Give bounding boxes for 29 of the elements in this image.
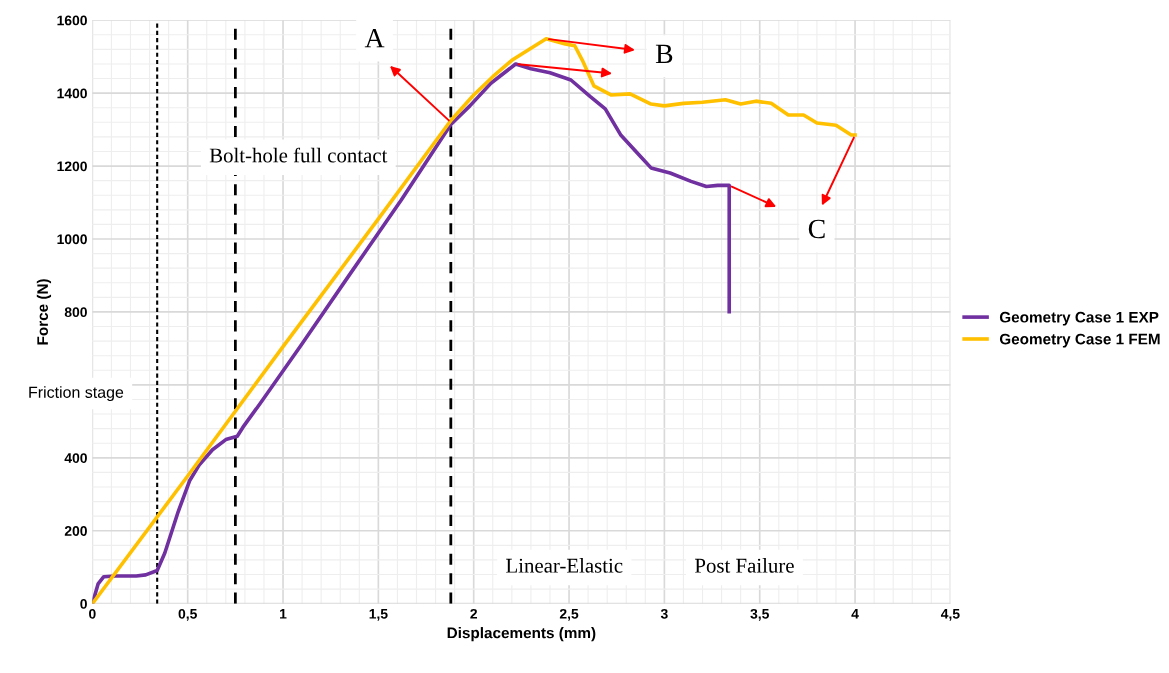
annotation: C [808, 219, 825, 239]
x-tick-label: 1 [280, 609, 287, 619]
x-tick-label: 3,5 [750, 608, 769, 621]
annotation: Friction stage [29, 386, 124, 402]
y-axis-title: Force (N) [36, 279, 52, 345]
x-tick-label: 1,5 [369, 609, 388, 621]
y-tick-label: 800 [64, 307, 87, 318]
x-tick-label: 0 [89, 608, 96, 619]
x-tick-label: 3 [660, 608, 668, 619]
y-tick-label: 200 [64, 526, 87, 536]
x-tick-label: 2,5 [559, 608, 579, 621]
annotation: Bolt-hole full contact [209, 147, 388, 163]
annotation: A [364, 28, 385, 48]
y-tick-label: 1200 [57, 161, 87, 172]
annotation: Linear-Elastic [506, 558, 623, 573]
x-tick-label: 4 [851, 609, 859, 619]
y-tick-label: 0 [80, 599, 87, 609]
x-tick-label: 0,5 [178, 608, 197, 621]
x-tick-label: 2 [470, 608, 478, 619]
x-tick-label: 4,5 [940, 609, 960, 621]
legend-label: Geometry Case 1 EXP [999, 311, 1159, 326]
y-tick-label: 400 [64, 453, 87, 463]
legend-label: Geometry Case 1 FEM [999, 333, 1160, 348]
x-axis-title: Displacements (mm) [447, 627, 596, 642]
y-tick-label: 1400 [57, 88, 87, 99]
annotation: B [655, 44, 673, 64]
y-tick-label: 1000 [57, 234, 87, 245]
annotation: Post Failure [695, 558, 794, 573]
y-tick-label: 1600 [57, 15, 87, 26]
